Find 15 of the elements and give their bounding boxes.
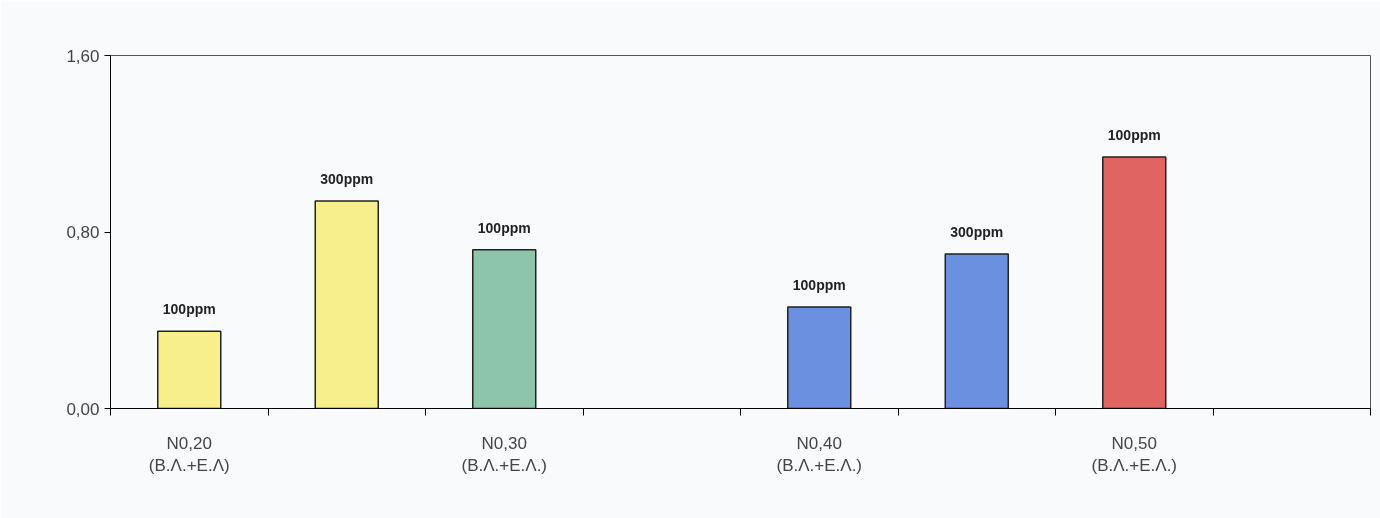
bar [472, 248, 537, 409]
y-tick-label: 0,80 [66, 223, 100, 242]
x-tick-label: N0,50 (Β.Λ.+Ε.Λ.) [1091, 433, 1178, 476]
x-tick-label: N0,40 (Β.Λ.+Ε.Λ.) [776, 433, 863, 476]
text: 100ppm [477, 219, 531, 236]
x-tick-label: N0,20 (Β.Λ.+Ε.Λ) [148, 433, 230, 476]
text: 100ppm [792, 277, 846, 294]
text: 300ppm [950, 224, 1004, 241]
bar [1102, 156, 1167, 409]
text: 100ppm [1107, 126, 1161, 143]
y-tick-label: 1,60 [66, 46, 100, 66]
series-label: 300ppm [320, 171, 374, 188]
x-tick-label: N0,30 (Β.Λ.+Ε.Λ.) [461, 433, 548, 476]
y-tick-label: 0,00 [66, 399, 100, 419]
series-label: 100ppm [162, 301, 216, 318]
